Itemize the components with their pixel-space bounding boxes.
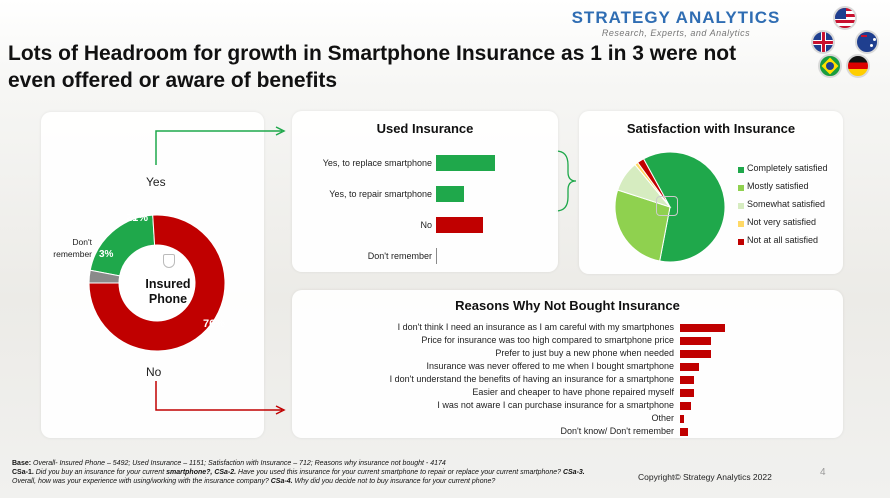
reason-bar-label: Prefer to just buy a new phone when need… — [495, 348, 674, 358]
used-insurance-title: Used Insurance — [376, 121, 474, 136]
q3-text: Overall, how was your experience with us… — [12, 478, 271, 485]
used-bar — [436, 186, 464, 202]
q1-text: Did you buy an insurance for your curren… — [33, 469, 167, 476]
yes-label: Yes — [146, 175, 166, 189]
reason-bar — [680, 376, 694, 384]
base-text: Overall- Insured Phone – 5492; Used Insu… — [31, 460, 446, 467]
australia-flag-icon — [855, 30, 879, 54]
brand-tagline: Research, Experts, and Analytics — [601, 28, 751, 38]
reason-bar-label: Easier and cheaper to have phone repaire… — [472, 387, 674, 397]
reason-bar-label: I don't think I need an insurance as I a… — [397, 322, 674, 332]
reason-bar-label: Other — [651, 413, 674, 423]
used-bar-label: Yes, to replace smartphone — [322, 158, 432, 168]
legend-label: Mostly satisfied — [747, 181, 809, 191]
page-number: 4 — [820, 467, 826, 478]
donut-center-label: Insured Phone — [145, 277, 191, 306]
reasons-card: Reasons Why Not Bought Insurance — [292, 290, 843, 438]
brazil-flag-icon — [818, 54, 842, 78]
legend-label: Not at all satisfied — [747, 235, 819, 245]
satisfaction-title: Satisfaction with Insurance — [626, 121, 796, 136]
used-insurance-card: Used Insurance — [292, 111, 558, 272]
reason-bar — [680, 350, 712, 358]
reason-bar — [680, 337, 712, 345]
us-flag-icon — [833, 6, 857, 30]
footnote: Base: Overall- Insured Phone – 5492; Use… — [12, 459, 597, 486]
thumbs-up-icon — [656, 196, 678, 216]
satisfaction-card: Satisfaction with Insurance — [579, 111, 843, 274]
q3-label: CSa-3. — [562, 469, 585, 476]
slice-label-yes: 21% — [126, 212, 149, 224]
reasons-title: Reasons Why Not Bought Insurance — [455, 298, 680, 313]
brand-logo: STRATEGY ANALYTICS Research, Experts, an… — [565, 8, 787, 38]
legend-label: Somewhat satisfied — [747, 199, 826, 209]
reason-bar — [680, 428, 688, 436]
country-flags — [808, 6, 884, 80]
page-title: Lots of Headroom for growth in Smartphon… — [8, 42, 737, 92]
q1-label: CSa-1. — [12, 469, 34, 476]
copyright: Copyright© Strategy Analytics 2022 — [638, 472, 772, 482]
reason-bar — [680, 402, 692, 410]
reason-bar-label: Insurance was never offered to me when I… — [426, 361, 674, 371]
legend-swatch — [738, 221, 744, 227]
legend-label: Completely satisfied — [747, 163, 828, 173]
dont-remember-label: Don't remember — [53, 237, 92, 259]
reason-bar — [680, 389, 694, 397]
no-label: No — [146, 365, 162, 379]
q1-bold: smartphone — [166, 469, 207, 476]
reason-bar — [680, 363, 699, 371]
used-bar-label: No — [420, 220, 432, 230]
q4-text: Why did you decide not to buy insurance … — [292, 478, 496, 485]
insured-phone-card — [41, 112, 264, 438]
brand-name: STRATEGY ANALYTICS — [571, 8, 781, 27]
reason-bar-label: Price for insurance was too high compare… — [421, 335, 674, 345]
used-bar — [436, 155, 495, 171]
q2-label: ?, CSa-2. — [206, 469, 237, 476]
slice-label-dont-remember: 3% — [99, 249, 114, 260]
legend-swatch — [738, 167, 744, 173]
used-bar-label: Don't remember — [367, 251, 432, 261]
legend-swatch — [738, 185, 744, 191]
legend-label: Not very satisfied — [747, 217, 817, 227]
base-label: Base: — [12, 460, 32, 467]
legend-swatch — [738, 203, 744, 209]
slice-label-no: 76% — [203, 318, 226, 330]
used-bar-label: Yes, to repair smartphone — [329, 189, 432, 199]
uk-flag-icon — [811, 30, 835, 54]
reason-bar — [680, 324, 725, 332]
reason-bar — [680, 415, 684, 423]
reason-bar-label: Don't know/ Don't remember — [560, 426, 674, 436]
used-bar — [436, 248, 437, 264]
used-bar — [436, 217, 483, 233]
shield-icon — [163, 254, 175, 268]
legend-swatch — [738, 239, 744, 245]
reason-bar-label: I don't understand the benefits of havin… — [389, 374, 674, 384]
germany-flag-icon — [846, 54, 870, 78]
q2-text: Have you used this insurance for your cu… — [236, 469, 563, 476]
q4-label: CSa-4. — [270, 478, 293, 485]
reason-bar-label: I was not aware I can purchase insurance… — [437, 400, 674, 410]
